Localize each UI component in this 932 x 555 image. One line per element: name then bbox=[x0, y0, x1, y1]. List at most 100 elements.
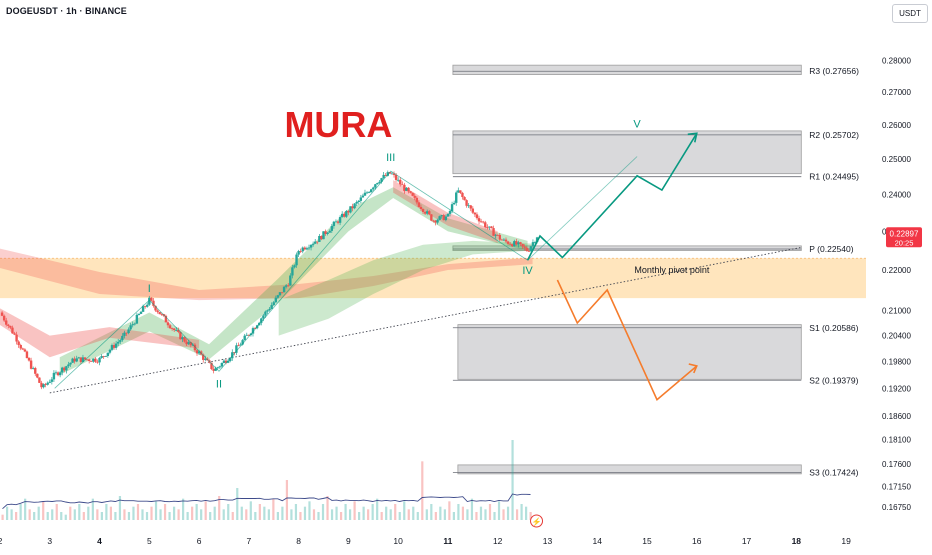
candle-body bbox=[46, 382, 49, 385]
volume-bar bbox=[461, 506, 465, 520]
candle-body bbox=[309, 244, 313, 248]
candle-body bbox=[318, 235, 321, 242]
candle-body bbox=[233, 352, 236, 354]
candle-body bbox=[396, 179, 400, 181]
y-tick-label: 0.24000 bbox=[882, 190, 911, 199]
candle-body bbox=[469, 205, 472, 209]
candle-body bbox=[44, 384, 47, 386]
volume-bar bbox=[105, 504, 108, 520]
y-tick-label: 0.21000 bbox=[882, 306, 911, 315]
monthly-pivot-annotation: Monthly pivot point bbox=[634, 265, 710, 275]
candle-body bbox=[413, 195, 416, 198]
candle-body bbox=[338, 217, 342, 223]
volume-bar bbox=[335, 506, 338, 520]
candle-body bbox=[490, 226, 493, 229]
mura-watermark: MURA bbox=[284, 104, 392, 145]
bullish-projection bbox=[526, 132, 698, 261]
candle-body bbox=[332, 221, 336, 227]
y-tick-label: 0.22000 bbox=[882, 266, 911, 275]
candle-body bbox=[110, 345, 114, 350]
candle-body bbox=[423, 212, 427, 214]
volume-bar bbox=[33, 512, 36, 520]
candle-body bbox=[401, 184, 404, 186]
candle-body bbox=[457, 190, 460, 193]
volume-bar bbox=[168, 512, 171, 520]
candle-body bbox=[247, 334, 251, 336]
candle-body bbox=[139, 311, 143, 314]
volume-bar bbox=[371, 504, 374, 520]
volume-bar bbox=[367, 509, 370, 520]
volume-bar bbox=[339, 512, 343, 520]
candle-body bbox=[324, 231, 327, 234]
pivot-band bbox=[0, 258, 866, 299]
candle-body bbox=[506, 241, 510, 244]
candle-body bbox=[21, 348, 25, 350]
candle-body bbox=[278, 292, 282, 296]
candle-body bbox=[121, 335, 124, 341]
candle-body bbox=[475, 214, 479, 219]
candle-body bbox=[231, 352, 234, 359]
candle-body bbox=[523, 246, 526, 248]
candle-body bbox=[430, 214, 433, 221]
candle-body bbox=[79, 357, 83, 362]
candle-body bbox=[378, 181, 381, 183]
candle-body bbox=[81, 357, 85, 362]
candle-body bbox=[349, 206, 352, 213]
candle-body bbox=[320, 235, 323, 240]
volume-bar bbox=[466, 509, 469, 520]
pivot-label-r1: R1 (0.24495) bbox=[809, 172, 859, 182]
candle-body bbox=[452, 202, 456, 205]
volume-bar bbox=[312, 509, 316, 520]
volume-bar bbox=[195, 504, 198, 520]
volume-bar bbox=[132, 506, 135, 520]
volume-bar bbox=[389, 509, 392, 520]
volume-bar bbox=[488, 504, 492, 520]
volume-bar bbox=[326, 496, 329, 520]
candle-body bbox=[314, 241, 317, 244]
candle-body bbox=[353, 203, 356, 209]
candle-body bbox=[181, 337, 184, 340]
pivot-zone bbox=[457, 464, 802, 475]
candle-body bbox=[284, 285, 288, 287]
candle-body bbox=[235, 345, 238, 353]
candle-body bbox=[58, 372, 62, 376]
volume-bar bbox=[412, 506, 415, 520]
candle-body bbox=[164, 315, 168, 323]
volume-bar bbox=[484, 509, 487, 520]
volume-bar bbox=[19, 504, 22, 520]
volume-bar bbox=[154, 501, 158, 520]
volume-bar bbox=[276, 512, 279, 520]
candle-body bbox=[266, 310, 269, 312]
volume-bar bbox=[290, 509, 293, 520]
y-tick-label: 0.19200 bbox=[882, 384, 911, 393]
candle-body bbox=[251, 328, 255, 334]
candle-body bbox=[237, 345, 240, 347]
currency-button[interactable]: USDT bbox=[892, 4, 928, 23]
candle-body bbox=[264, 311, 267, 316]
volume-bar bbox=[136, 504, 140, 520]
volume-bar bbox=[330, 509, 334, 520]
pivot-zone bbox=[457, 324, 802, 380]
candle-body bbox=[301, 247, 304, 252]
candle-body bbox=[197, 351, 201, 354]
symbol-name: DOGEUSDT bbox=[6, 6, 58, 16]
candle-body bbox=[521, 243, 524, 247]
y-tick-label: 0.25000 bbox=[882, 155, 911, 164]
candle-body bbox=[135, 314, 139, 324]
candle-body bbox=[168, 325, 172, 329]
candle-body bbox=[459, 190, 462, 193]
bullish-arrowhead bbox=[687, 132, 698, 143]
candle-body bbox=[438, 216, 441, 220]
slow-ema-ribbon bbox=[0, 248, 533, 301]
candle-body bbox=[295, 254, 298, 266]
candle-body bbox=[92, 358, 95, 362]
y-tick-label: 0.28000 bbox=[882, 56, 911, 65]
candle-body bbox=[50, 379, 54, 382]
candle-body bbox=[52, 372, 56, 380]
volume-bar bbox=[272, 498, 275, 520]
candle-body bbox=[216, 367, 219, 369]
candle-body bbox=[407, 187, 410, 192]
candle-body bbox=[179, 331, 182, 340]
volume-bar bbox=[421, 461, 424, 520]
